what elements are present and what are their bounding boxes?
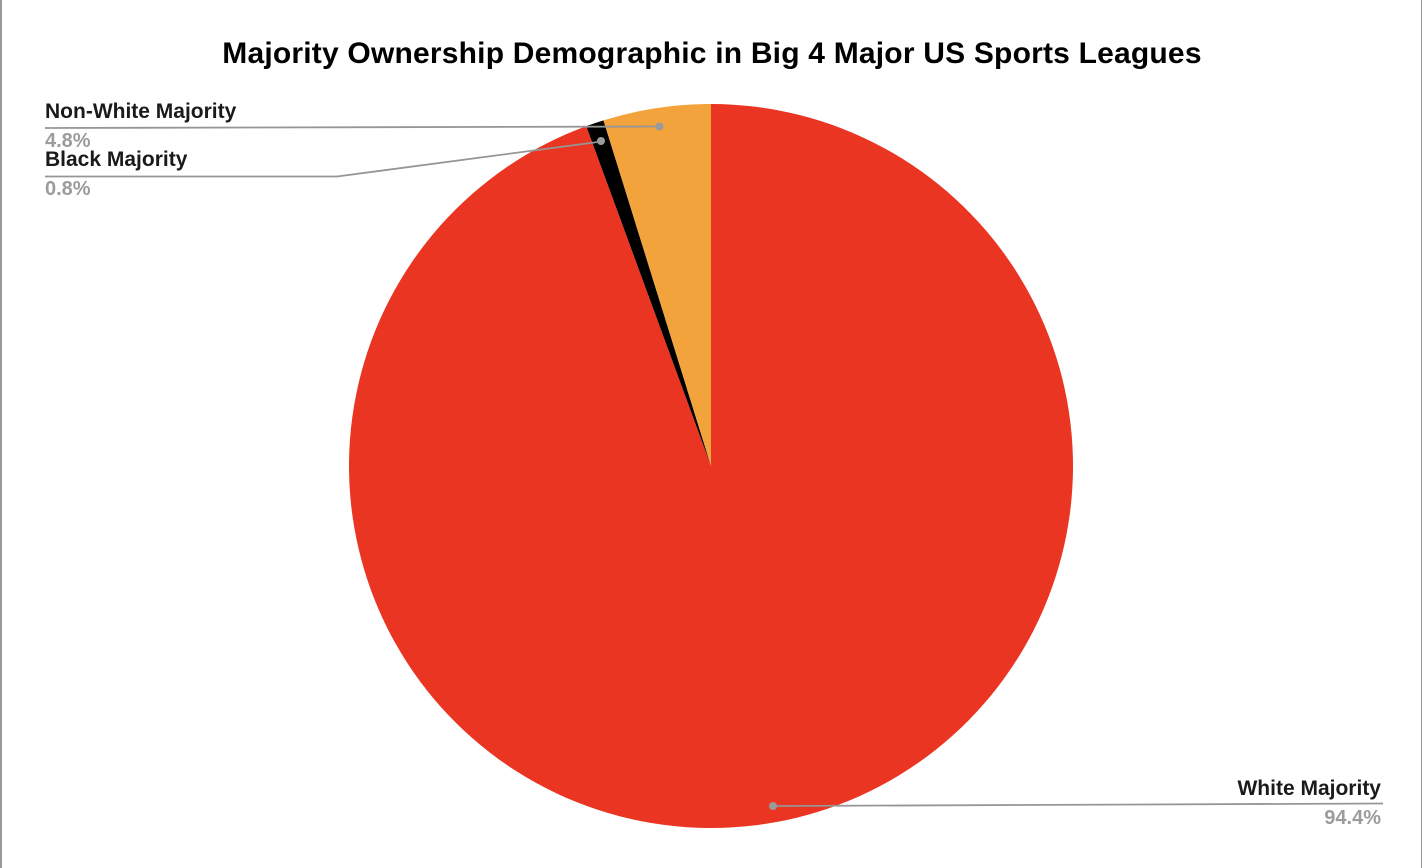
slice-value-black-majority: 0.8%: [45, 178, 91, 200]
leader-line-black-majority: [45, 141, 599, 178]
pie-slices-group: [349, 104, 1074, 828]
leader-line-white-majority: [776, 802, 1384, 807]
leader-dot-non-white-majority: [655, 122, 664, 131]
pie-slice-non-white-majority: [603, 104, 711, 466]
leader-line-non-white-majority: [44, 125, 656, 129]
screen-edge-left: [0, 0, 2, 868]
pie-slice-white-majority: [349, 104, 1074, 828]
screen-edge-right: [1420, 0, 1422, 868]
slice-label-non-white-majority: Non-White Majority: [45, 100, 237, 123]
slice-value-white-majority: 94.4%: [1324, 807, 1381, 829]
callout-white-majority: White Majority 94.4%: [1237, 776, 1381, 830]
pie-slice-black-majority: [586, 120, 711, 466]
leader-dot-white-majority: [769, 802, 777, 810]
chart-title: Majority Ownership Demographic in Big 4 …: [222, 37, 1202, 70]
callout-black-majority: Black Majority 0.8%: [45, 147, 187, 201]
leader-lines-group: [44, 122, 1384, 810]
slice-label-black-majority: Black Majority: [45, 148, 188, 171]
slice-label-white-majority: White Majority: [1237, 777, 1381, 800]
leader-dot-black-majority: [597, 137, 605, 145]
callout-non-white-majority: Non-White Majority 4.8%: [45, 99, 236, 153]
slice-value-non-white-majority: 4.8%: [45, 130, 91, 152]
